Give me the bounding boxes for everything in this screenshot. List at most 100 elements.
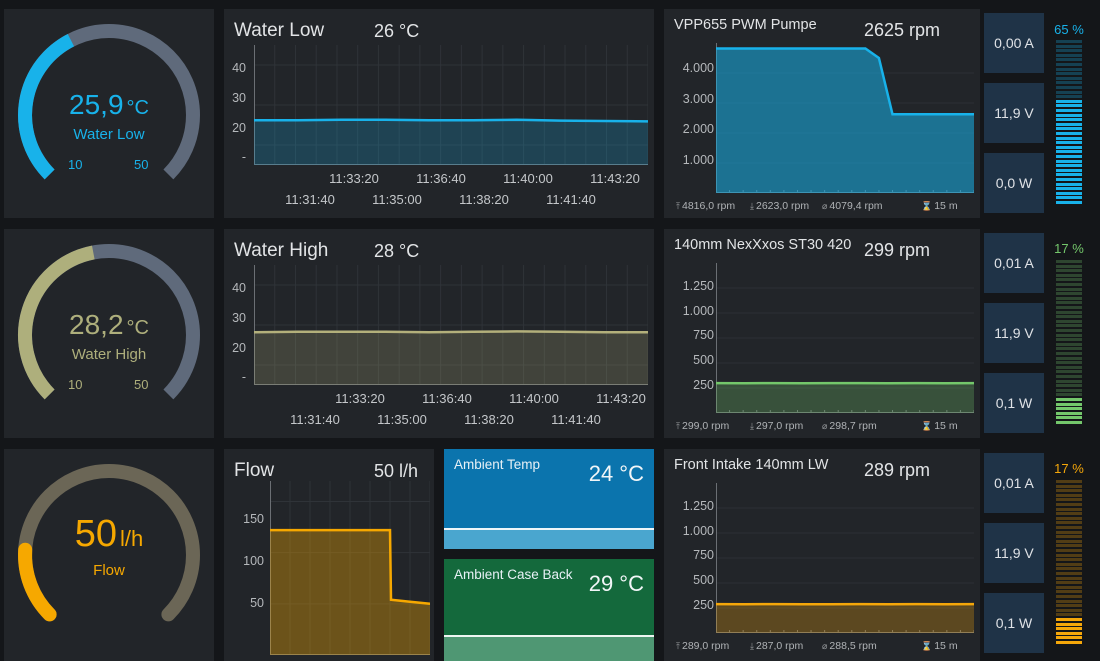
level-segment [1056, 503, 1082, 506]
data-point [891, 113, 894, 116]
x-tick: 11:40:00 [509, 391, 559, 406]
gauge-max: 50 [134, 157, 149, 172]
data-point [339, 529, 341, 531]
level-segment [1056, 590, 1082, 594]
x-tick: 11:33:20 [335, 391, 385, 406]
level-segment [1056, 159, 1082, 163]
series-area [716, 48, 974, 193]
data-point [772, 382, 775, 384]
level-segment [1056, 53, 1082, 57]
min-icon: ⤓ [750, 201, 754, 211]
data-point [716, 603, 717, 605]
level-segment [1056, 388, 1082, 392]
volts-box: 11,9 V [984, 303, 1044, 363]
ambient-sparkline [444, 528, 654, 530]
level-segment [1056, 641, 1082, 644]
y-tick: 750 [693, 548, 714, 562]
data-point [858, 603, 861, 605]
level-segment [1056, 622, 1082, 626]
data-point [515, 119, 518, 121]
level-segment [1056, 636, 1082, 640]
x-tick: 11:33:20 [329, 171, 379, 186]
rpm-chart [716, 43, 974, 193]
level-segment [1056, 173, 1082, 177]
level-segment [1056, 99, 1082, 103]
chart-panel-water-high: Water High 28 °C 40 30 20 - 11:33:20 11:… [224, 229, 654, 438]
stat-period-value: 15 m [934, 420, 958, 432]
gauge-panel-water-high: 28,2 °C Water High 10 50 [4, 229, 214, 438]
data-point [299, 529, 301, 531]
data-point [959, 113, 962, 116]
level-segment [1056, 544, 1082, 548]
level-segment [1056, 342, 1082, 346]
y-tick: 20 [232, 121, 246, 135]
y-tick: 20 [232, 341, 246, 355]
level-segment [1056, 306, 1082, 309]
level-segment [1056, 549, 1082, 552]
data-point [829, 382, 832, 384]
series-line [254, 118, 648, 123]
gauge-number: 28,2 [69, 309, 124, 340]
ambient-tile-temp: Ambient Temp 24 °C [444, 449, 654, 549]
stat-avg: ⌀ 298,7 rpm [822, 420, 877, 432]
level-segment [1056, 145, 1082, 149]
gauge-unit: °C [126, 317, 149, 339]
data-point [716, 47, 717, 50]
level-segment [1056, 618, 1082, 621]
data-point [349, 529, 351, 531]
y-tick: 500 [693, 573, 714, 587]
level-segment [1056, 402, 1082, 406]
level-segment [1056, 315, 1082, 319]
avg-icon: ⌀ [822, 641, 828, 651]
level-segment [1056, 324, 1082, 328]
level-segment [1056, 567, 1082, 571]
min-icon: ⤓ [750, 641, 754, 651]
data-point [801, 382, 803, 384]
data-point [419, 602, 421, 604]
data-point [915, 603, 918, 605]
level-segment [1056, 196, 1082, 200]
chart-panel-water-low: Water Low 26 °C 40 30 20 - 11:33:20 11:3… [224, 9, 654, 218]
y-tick: 250 [693, 598, 714, 612]
level-segment [1056, 67, 1082, 71]
x-tick: 11:41:40 [546, 192, 596, 207]
y-tick: 30 [232, 91, 246, 105]
data-point [329, 529, 331, 531]
level-segment [1056, 287, 1082, 291]
data-point [796, 47, 799, 50]
level-segment [1056, 168, 1082, 172]
level-segment [1056, 375, 1082, 378]
level-segment [1056, 539, 1082, 543]
x-tick: 11:35:00 [377, 412, 427, 427]
data-point [340, 331, 343, 333]
data-point [837, 47, 840, 50]
stat-max: ⤒ 289,0 rpm [676, 640, 729, 652]
percent-bar [1056, 40, 1082, 205]
line-chart [270, 481, 430, 655]
ambient-tile-case-back: Ambient Case Back 29 °C [444, 559, 654, 661]
data-point [944, 603, 947, 605]
level-segment [1056, 292, 1082, 296]
stat-avg-value: 4079,4 rpm [829, 200, 883, 212]
stat-min: ⤓ 297,0 rpm [750, 420, 803, 432]
series-area [716, 383, 974, 413]
level-segment [1056, 613, 1082, 617]
data-point [359, 529, 361, 531]
gauge-fill [18, 33, 75, 180]
panel-value: 50 l/h [374, 461, 419, 481]
y-tick: 1.250 [682, 279, 714, 293]
min-icon: ⤓ [750, 421, 754, 431]
data-point [850, 47, 853, 50]
series-line [716, 47, 974, 116]
level-segment [1056, 310, 1082, 314]
y-tick: 2.000 [682, 122, 714, 136]
ambient-title: Ambient Case Back [454, 567, 573, 582]
level-segment [1056, 608, 1082, 612]
level-segment [1056, 81, 1082, 85]
level-segment [1056, 526, 1082, 529]
data-point [823, 47, 826, 50]
gauge-ring [18, 244, 200, 400]
y-tick: 750 [693, 328, 714, 342]
percent-label: 65 % [1054, 22, 1084, 37]
max-icon: ⤒ [676, 641, 680, 651]
